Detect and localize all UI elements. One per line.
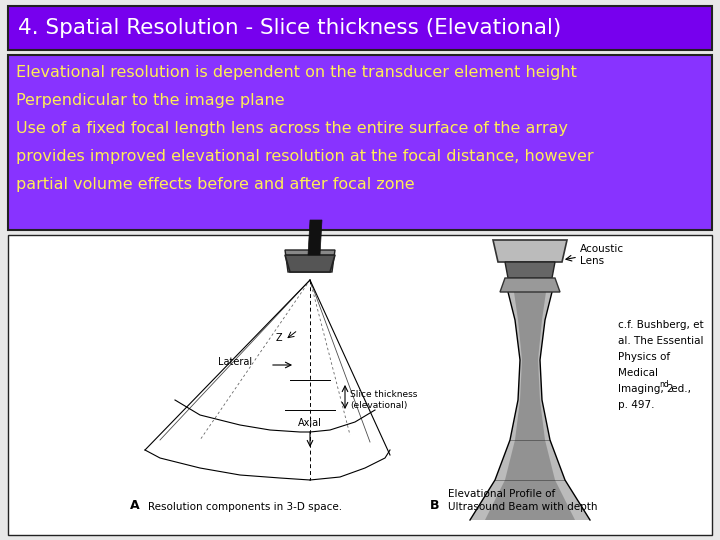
Text: Elevational resolution is dependent on the transducer element height: Elevational resolution is dependent on t… <box>16 65 577 80</box>
Text: Perpendicular to the image plane: Perpendicular to the image plane <box>16 93 284 108</box>
Polygon shape <box>285 255 335 272</box>
Polygon shape <box>505 262 555 278</box>
Text: B: B <box>430 499 439 512</box>
Text: Axial: Axial <box>298 418 322 428</box>
Text: partial volume effects before and after focal zone: partial volume effects before and after … <box>16 177 415 192</box>
Polygon shape <box>285 250 335 272</box>
Text: 4. Spatial Resolution - Slice thickness (Elevational): 4. Spatial Resolution - Slice thickness … <box>18 18 562 38</box>
Text: provides improved elevational resolution at the focal distance, however: provides improved elevational resolution… <box>16 149 593 164</box>
Text: Z: Z <box>275 333 282 343</box>
Text: Physics of: Physics of <box>618 352 670 362</box>
Polygon shape <box>470 292 590 520</box>
Text: Imaging, 2: Imaging, 2 <box>618 384 674 394</box>
Text: al. The Essential: al. The Essential <box>618 336 703 346</box>
Polygon shape <box>493 240 567 262</box>
Text: p. 497.: p. 497. <box>618 400 654 410</box>
Text: Slice thickness
(elevational): Slice thickness (elevational) <box>350 390 418 410</box>
Text: Use of a fixed focal length lens across the entire surface of the array: Use of a fixed focal length lens across … <box>16 121 568 136</box>
Bar <box>8 6 712 50</box>
Text: c.f. Bushberg, et: c.f. Bushberg, et <box>618 320 703 330</box>
Polygon shape <box>500 278 560 292</box>
Text: A: A <box>130 499 140 512</box>
Text: ed.,: ed., <box>668 384 691 394</box>
Bar <box>8 55 712 230</box>
Text: Acoustic
Lens: Acoustic Lens <box>580 244 624 266</box>
Text: Elevational Profile of
Ultrasound Beam with depth: Elevational Profile of Ultrasound Beam w… <box>448 489 598 512</box>
Polygon shape <box>485 292 575 520</box>
Text: Lateral: Lateral <box>218 357 252 367</box>
Text: Resolution components in 3-D space.: Resolution components in 3-D space. <box>148 502 342 512</box>
Text: nd: nd <box>659 380 669 389</box>
Bar <box>8 235 712 535</box>
Text: Medical: Medical <box>618 368 658 378</box>
Polygon shape <box>308 220 322 255</box>
